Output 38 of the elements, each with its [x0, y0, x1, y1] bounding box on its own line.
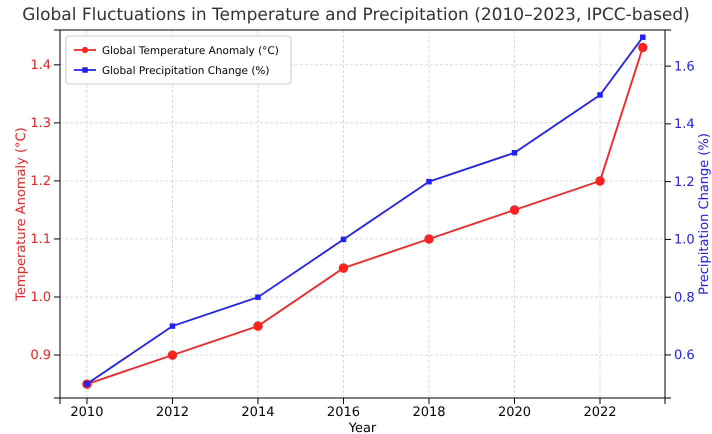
point	[168, 350, 178, 360]
y-tick-label: 0.9	[30, 348, 51, 364]
y-tick-label: 1.0	[30, 290, 51, 306]
y2-tick-label: 1.0	[674, 232, 695, 248]
point	[424, 234, 434, 244]
legend-label: Global Precipitation Change (%)	[102, 65, 270, 77]
y2-axis-title: Precipitation Change (%)	[697, 133, 712, 295]
x-tick-label: 2012	[156, 405, 189, 420]
chart-title: Global Fluctuations in Temperature and Precipitation (2010–2023, IPCC-based)	[22, 5, 690, 25]
point	[253, 321, 263, 331]
y-tick-label: 1.3	[30, 116, 51, 132]
point	[338, 263, 348, 273]
y-tick-label: 1.1	[30, 232, 51, 248]
x-tick-label: 2014	[241, 405, 275, 420]
x-tick-label: 2020	[498, 405, 532, 420]
y2-tick-label: 0.6	[674, 348, 695, 364]
x-tick-label: 2010	[70, 405, 104, 420]
x-tick-label: 2022	[583, 405, 617, 420]
point	[340, 236, 346, 242]
y2-tick-label: 1.2	[674, 174, 695, 190]
point	[255, 294, 261, 300]
y-axis-title: Temperature Anomaly (°C)	[14, 127, 29, 302]
x-tick-label: 2018	[412, 405, 446, 420]
y-tick-label: 1.4	[30, 58, 51, 73]
point	[512, 150, 518, 156]
point	[170, 323, 176, 329]
point	[640, 34, 646, 40]
point	[595, 176, 605, 186]
x-axis-title: Year	[348, 421, 377, 434]
y-tick-label: 1.2	[30, 174, 51, 190]
point	[510, 205, 520, 215]
legend-label: Global Temperature Anomaly (°C)	[102, 45, 279, 57]
point	[426, 178, 432, 184]
point	[638, 42, 648, 52]
x-tick-label: 2016	[326, 405, 360, 420]
y2-tick-label: 1.6	[674, 59, 695, 74]
y2-tick-label: 0.8	[674, 290, 695, 306]
y2-tick-label: 1.4	[674, 117, 695, 132]
